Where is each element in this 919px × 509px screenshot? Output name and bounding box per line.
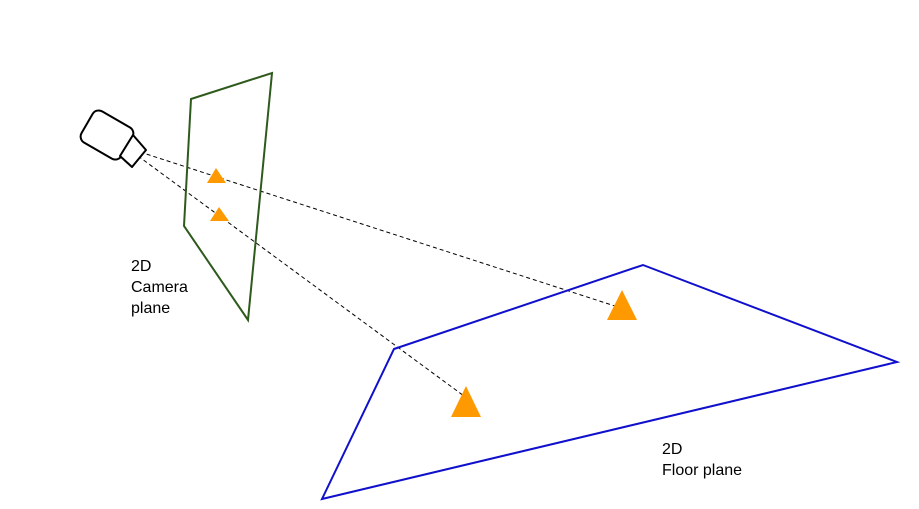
floor-plane-label-line-1: 2D: [662, 441, 683, 458]
camera-plane-marker-near: [210, 207, 229, 221]
camera-plane-label-line-2: Camera: [131, 279, 188, 296]
floor-object-near: [451, 386, 481, 417]
floor-plane-label-line-2: Floor plane: [662, 462, 743, 479]
ray-to-near-object: [137, 155, 465, 397]
floor-object-far: [607, 290, 637, 320]
floor-plane-label: 2D Floor plane: [662, 439, 742, 481]
camera-plane: [182, 71, 274, 323]
video-camera-icon: [79, 109, 147, 168]
projection-rays: [137, 151, 619, 397]
camera-plane-label-line-3: plane: [131, 300, 171, 317]
camera-plane-marker-far: [207, 168, 226, 183]
camera-plane-label-line-1: 2D: [131, 258, 152, 275]
floor-plane: [320, 263, 901, 501]
camera-plane-label: 2D Camera plane: [131, 256, 188, 319]
